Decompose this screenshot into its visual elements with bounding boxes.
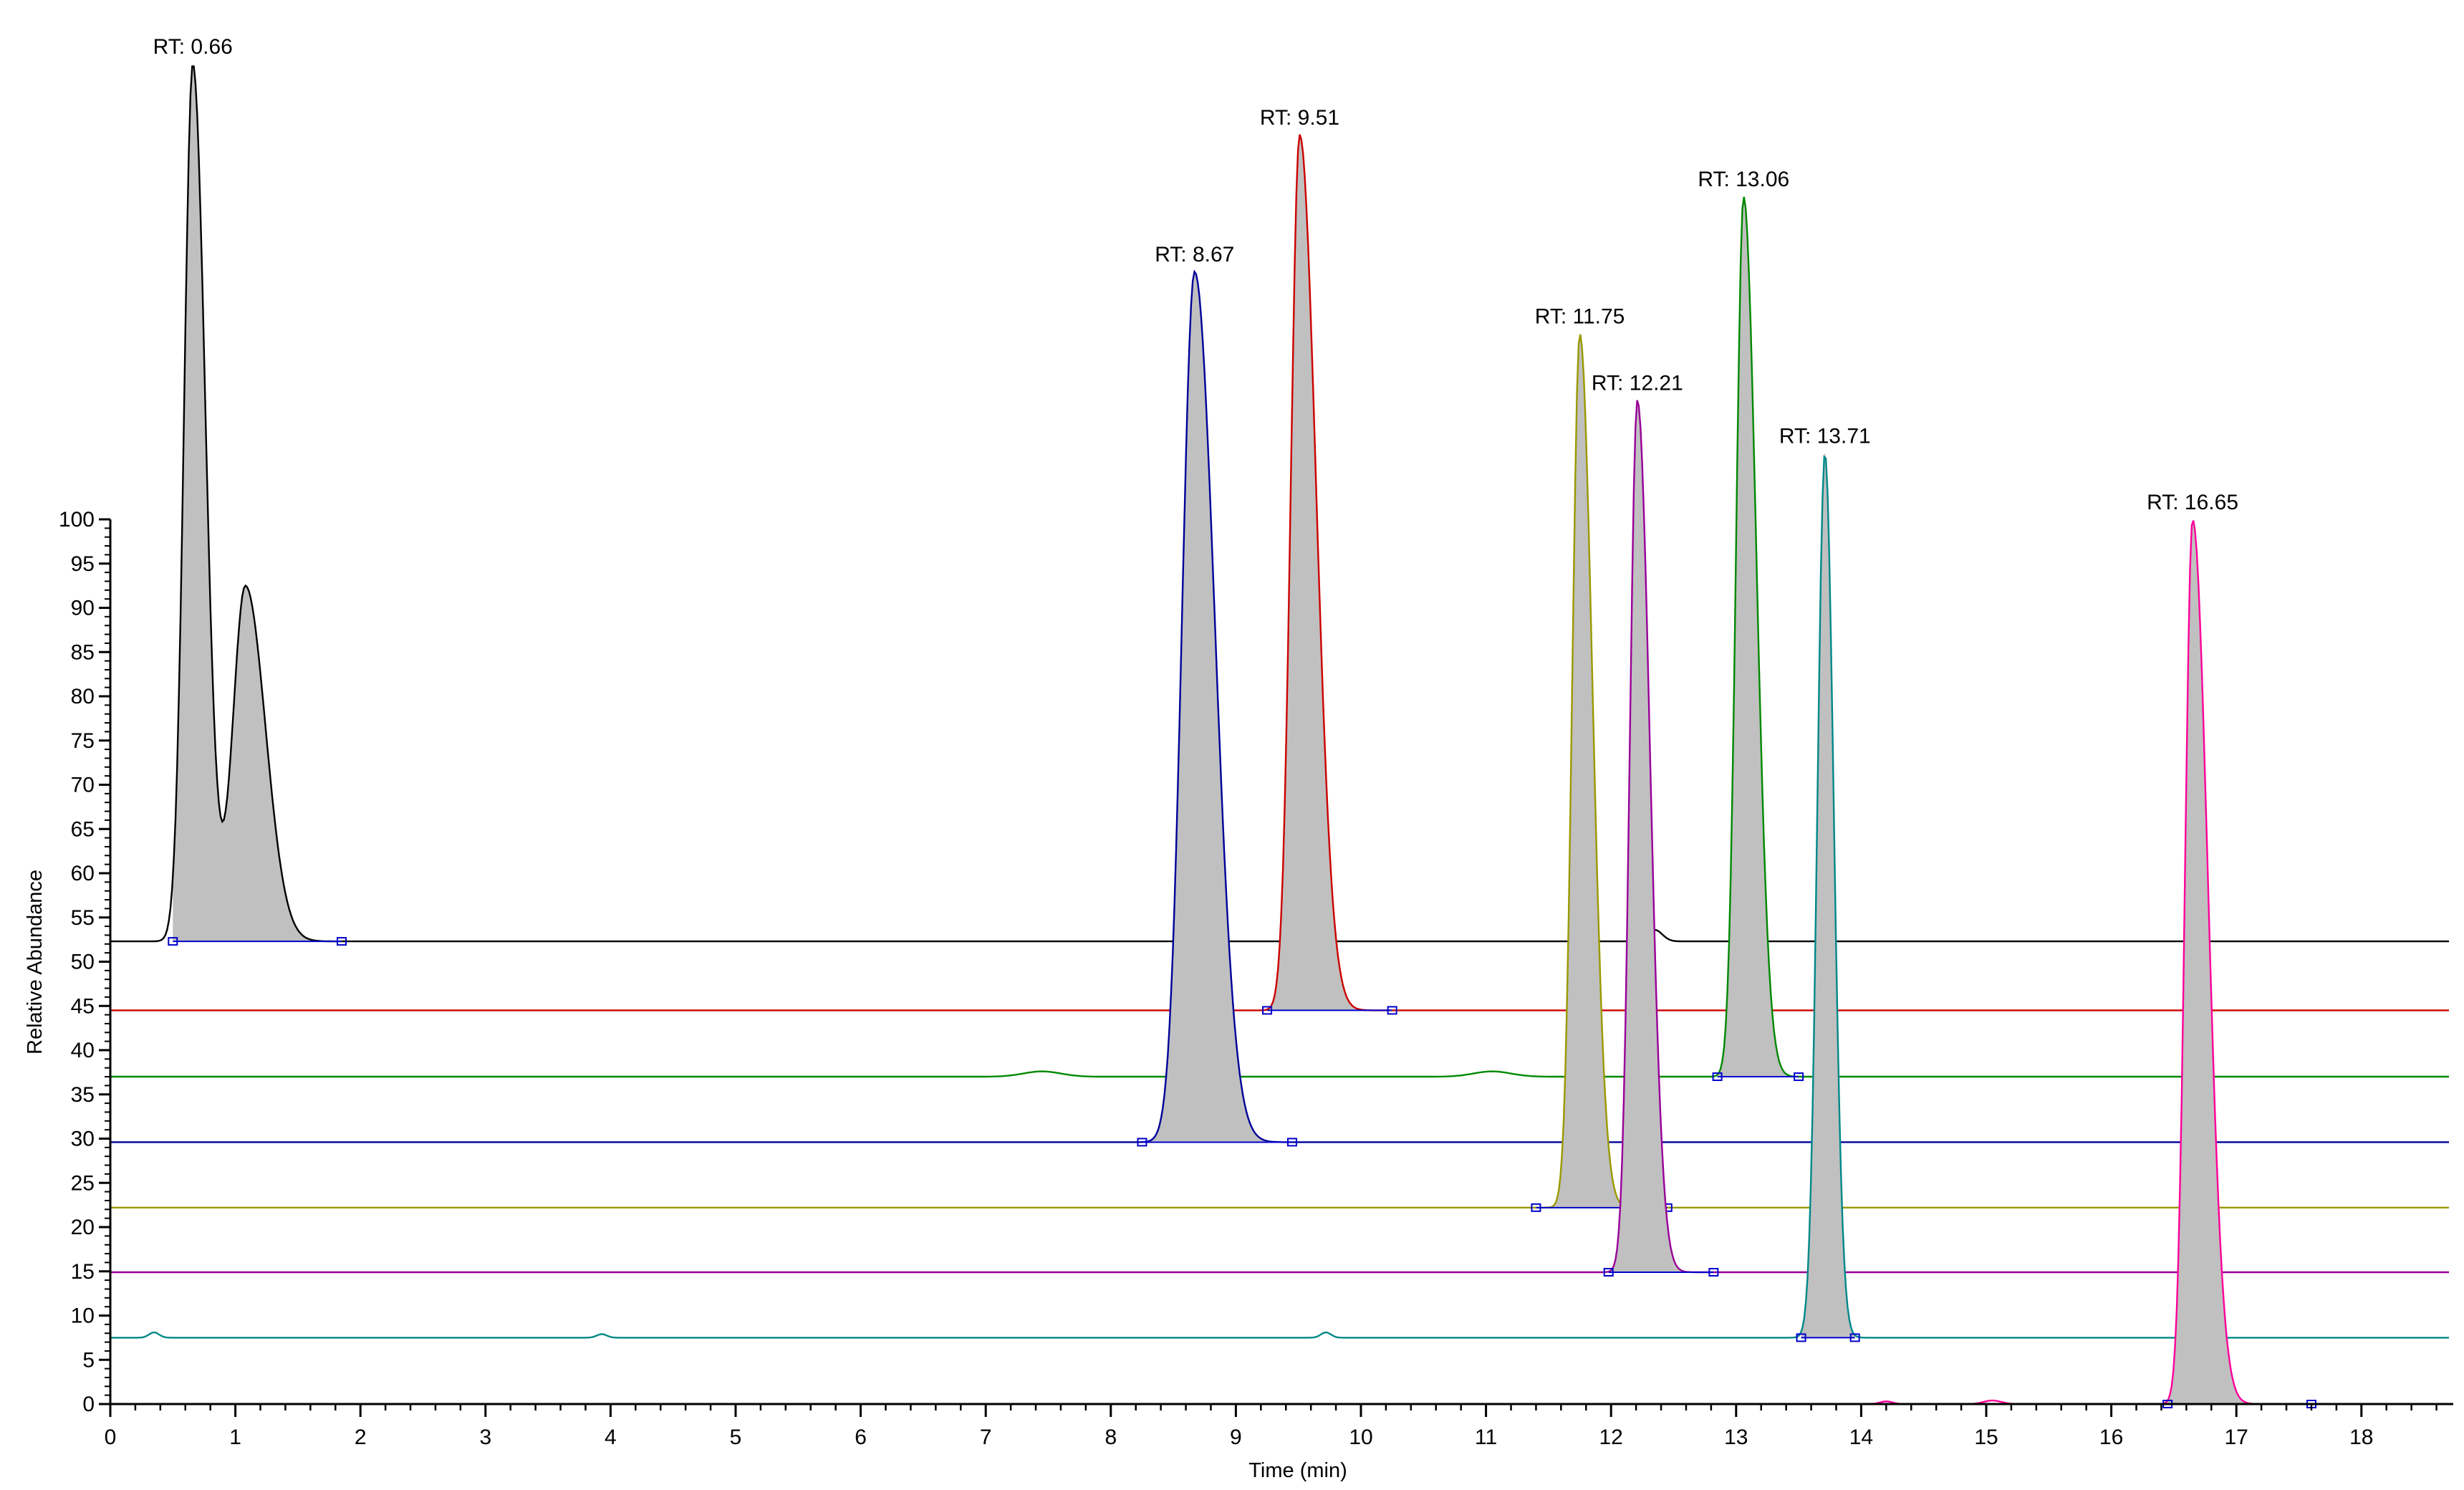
trace-6 (110, 453, 2449, 1342)
y-axis-title: Relative Abundance (24, 870, 47, 1054)
x-tick-label-14: 14 (1849, 1426, 1873, 1449)
y-tick-label-8: 40 (71, 1039, 95, 1062)
trace-line-6 (110, 454, 2449, 1339)
y-tick-label-1: 5 (82, 1348, 95, 1372)
integration-marker-0-0-0 (168, 937, 178, 946)
integration-marker-5-0-1 (1708, 1267, 1719, 1277)
y-tick-label-4: 20 (71, 1216, 95, 1239)
ticks-layer: 0 1 2 3 4 5 6 7 8 9 10 11 12 13 14 15 16 17 18051015202530… (59, 508, 2437, 1449)
x-tick-label-18: 18 (2349, 1426, 2373, 1449)
y-tick-label-11: 55 (71, 906, 95, 930)
x-tick-label-0: 0 (105, 1426, 117, 1449)
rt-label-0: RT: 0.66 (153, 35, 233, 59)
x-tick-label-9: 9 (1230, 1426, 1242, 1449)
labels-layer: RT: 0.66 RT: 9.51 RT: 13.06 RT: 8.67 RT: 11.… (153, 35, 2238, 514)
integration-marker-4-0-0 (1531, 1203, 1541, 1212)
y-tick-label-7: 35 (71, 1083, 95, 1107)
rt-label-2: RT: 13.06 (1698, 168, 1789, 191)
trace-2 (110, 196, 2449, 1082)
x-tick-label-13: 13 (1724, 1426, 1748, 1449)
x-tick-label-3: 3 (479, 1426, 491, 1449)
x-tick-label-4: 4 (605, 1426, 617, 1449)
rt-label-5: RT: 12.21 (1592, 371, 1683, 395)
traces-layer (110, 63, 2449, 1408)
peak-area-4-0 (1536, 334, 1667, 1208)
x-tick-label-7: 7 (980, 1426, 992, 1449)
integration-marker-1-0-1 (1387, 1006, 1397, 1015)
y-tick-label-9: 45 (71, 994, 95, 1018)
y-tick-label-18: 90 (71, 597, 95, 620)
x-tick-label-15: 15 (1974, 1426, 1998, 1449)
integration-marker-6-0-0 (1796, 1333, 1806, 1342)
integration-marker-5-0-0 (1603, 1267, 1614, 1277)
y-tick-label-0: 0 (82, 1393, 95, 1416)
trace-3 (110, 269, 2449, 1147)
y-tick-label-5: 25 (71, 1171, 95, 1195)
trace-line-0 (110, 65, 2449, 943)
x-tick-label-2: 2 (355, 1426, 367, 1449)
y-tick-label-17: 85 (71, 640, 95, 664)
y-tick-label-19: 95 (71, 552, 95, 576)
rt-label-7: RT: 16.65 (2147, 491, 2238, 514)
peak-area-0-0 (173, 63, 342, 942)
integration-marker-3-0-1 (1286, 1138, 1297, 1147)
trace-line-4 (110, 334, 2449, 1208)
trace-line-2 (110, 196, 2449, 1078)
y-tick-label-6: 30 (71, 1128, 95, 1151)
rt-label-3: RT: 8.67 (1155, 243, 1234, 266)
y-tick-label-2: 10 (71, 1304, 95, 1328)
y-tick-label-10: 50 (71, 951, 95, 974)
rt-label-4: RT: 11.75 (1535, 305, 1625, 329)
integration-marker-2-0-0 (1712, 1072, 1723, 1082)
y-tick-label-14: 70 (71, 774, 95, 797)
integration-marker-1-0-0 (1262, 1006, 1273, 1015)
peak-area-3-0 (1142, 271, 1292, 1143)
x-tick-label-10: 10 (1349, 1426, 1372, 1449)
y-tick-label-13: 65 (71, 817, 95, 841)
integration-marker-6-0-1 (1849, 1333, 1860, 1342)
trace-4 (110, 334, 2449, 1212)
trace-1 (110, 134, 2449, 1015)
integration-marker-3-0-0 (1137, 1138, 1147, 1147)
y-tick-label-15: 75 (71, 729, 95, 753)
y-tick-label-16: 80 (71, 685, 95, 708)
trace-line-3 (110, 269, 2449, 1143)
x-tick-label-1: 1 (229, 1426, 241, 1449)
y-tick-label-12: 60 (71, 862, 95, 885)
x-tick-label-8: 8 (1105, 1426, 1117, 1449)
y-tick-label-3: 15 (71, 1260, 95, 1284)
x-tick-label-6: 6 (855, 1426, 867, 1449)
trace-line-1 (110, 134, 2449, 1011)
peak-area-1-0 (1267, 135, 1392, 1011)
integration-marker-2-0-1 (1794, 1072, 1804, 1082)
peak-area-6-0 (1801, 453, 1855, 1338)
x-tick-label-12: 12 (1599, 1426, 1623, 1449)
x-tick-label-5: 5 (730, 1426, 742, 1449)
integration-marker-0-0-1 (337, 937, 347, 946)
x-tick-label-17: 17 (2225, 1426, 2248, 1449)
trace-0 (110, 63, 2449, 946)
peak-area-5-0 (1608, 400, 1714, 1272)
rt-label-6: RT: 13.71 (1779, 424, 1871, 448)
x-tick-label-11: 11 (1475, 1426, 1497, 1449)
x-tick-label-16: 16 (2099, 1426, 2123, 1449)
trace-5 (110, 400, 2449, 1277)
trace-line-5 (110, 400, 2449, 1274)
x-axis-title: Time (min) (1248, 1459, 1347, 1482)
y-tick-label-20: 100 (59, 508, 95, 532)
rt-label-1: RT: 9.51 (1260, 106, 1339, 130)
